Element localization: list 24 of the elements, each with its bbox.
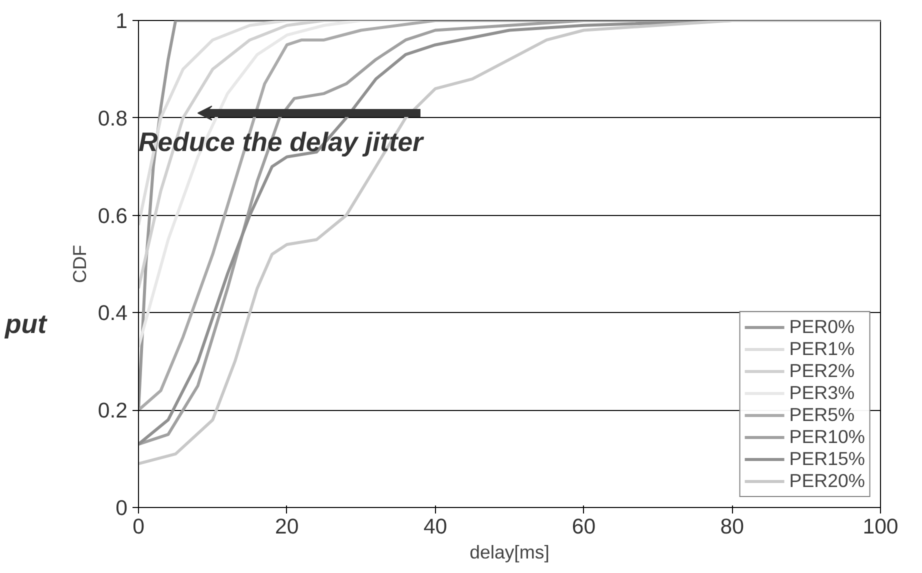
legend-label: PER5% — [789, 404, 855, 426]
legend-label: PER15% — [789, 448, 865, 470]
x-tick-label: 80 — [720, 514, 744, 538]
legend-label: PER3% — [789, 382, 855, 404]
legend-label: PER1% — [789, 338, 855, 360]
x-tick-label: 20 — [275, 514, 299, 538]
legend-label: PER0% — [789, 316, 855, 338]
annotation: Reduce the delay jitter — [138, 126, 425, 157]
x-axis-title: delay[ms] — [470, 542, 550, 562]
text: put — [5, 308, 46, 341]
y-tick-label: 0.6 — [98, 204, 128, 228]
y-tick-label: 1 — [116, 9, 128, 33]
legend-label: PER2% — [789, 360, 855, 382]
x-tick-label: 0 — [132, 514, 145, 538]
y-tick-label: 0.4 — [98, 301, 128, 326]
y-tick-label: 0.2 — [98, 398, 128, 423]
legend-label: PER10% — [789, 426, 865, 448]
x-tick-label: 60 — [572, 514, 596, 538]
legend-label: PER20% — [789, 470, 865, 492]
x-tick-label: 40 — [423, 514, 448, 538]
y-tick-label: 0.8 — [98, 106, 128, 130]
y-tick-label: 0 — [116, 496, 128, 520]
y-axis-title: CDF — [68, 244, 90, 284]
x-tick-label: 100 — [862, 514, 898, 538]
